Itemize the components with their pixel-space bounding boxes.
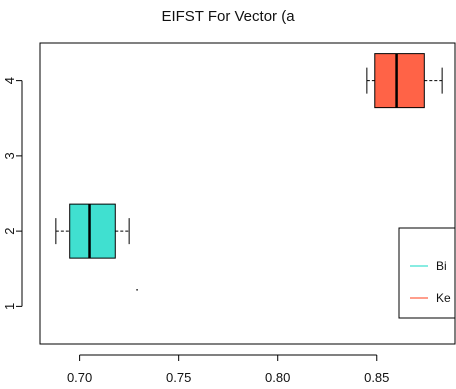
y-tick-label: 3 <box>2 152 17 159</box>
x-tick-label: 0.70 <box>67 370 92 385</box>
box-ke <box>374 53 425 109</box>
boxes-group <box>55 53 443 291</box>
legend: Bi Ke <box>398 227 456 319</box>
legend-label-ke: Ke <box>436 291 451 305</box>
x-tick-label: 0.75 <box>166 370 191 385</box>
y-tick-label: 4 <box>2 77 17 84</box>
legend-box <box>398 227 456 319</box>
axes-group: 0.70 0.75 0.80 0.85 1 2 3 4 <box>2 42 456 385</box>
box-bi <box>69 203 116 259</box>
x-tick-label: 0.80 <box>265 370 290 385</box>
chart-title: EIFST For Vector (a <box>161 8 295 25</box>
y-tick-label: 1 <box>2 303 17 310</box>
y-tick-label: 2 <box>2 228 17 235</box>
legend-label-bi: Bi <box>436 259 447 273</box>
x-tick-label: 0.85 <box>364 370 389 385</box>
stray-point <box>136 289 138 291</box>
plot-frame <box>39 42 456 345</box>
